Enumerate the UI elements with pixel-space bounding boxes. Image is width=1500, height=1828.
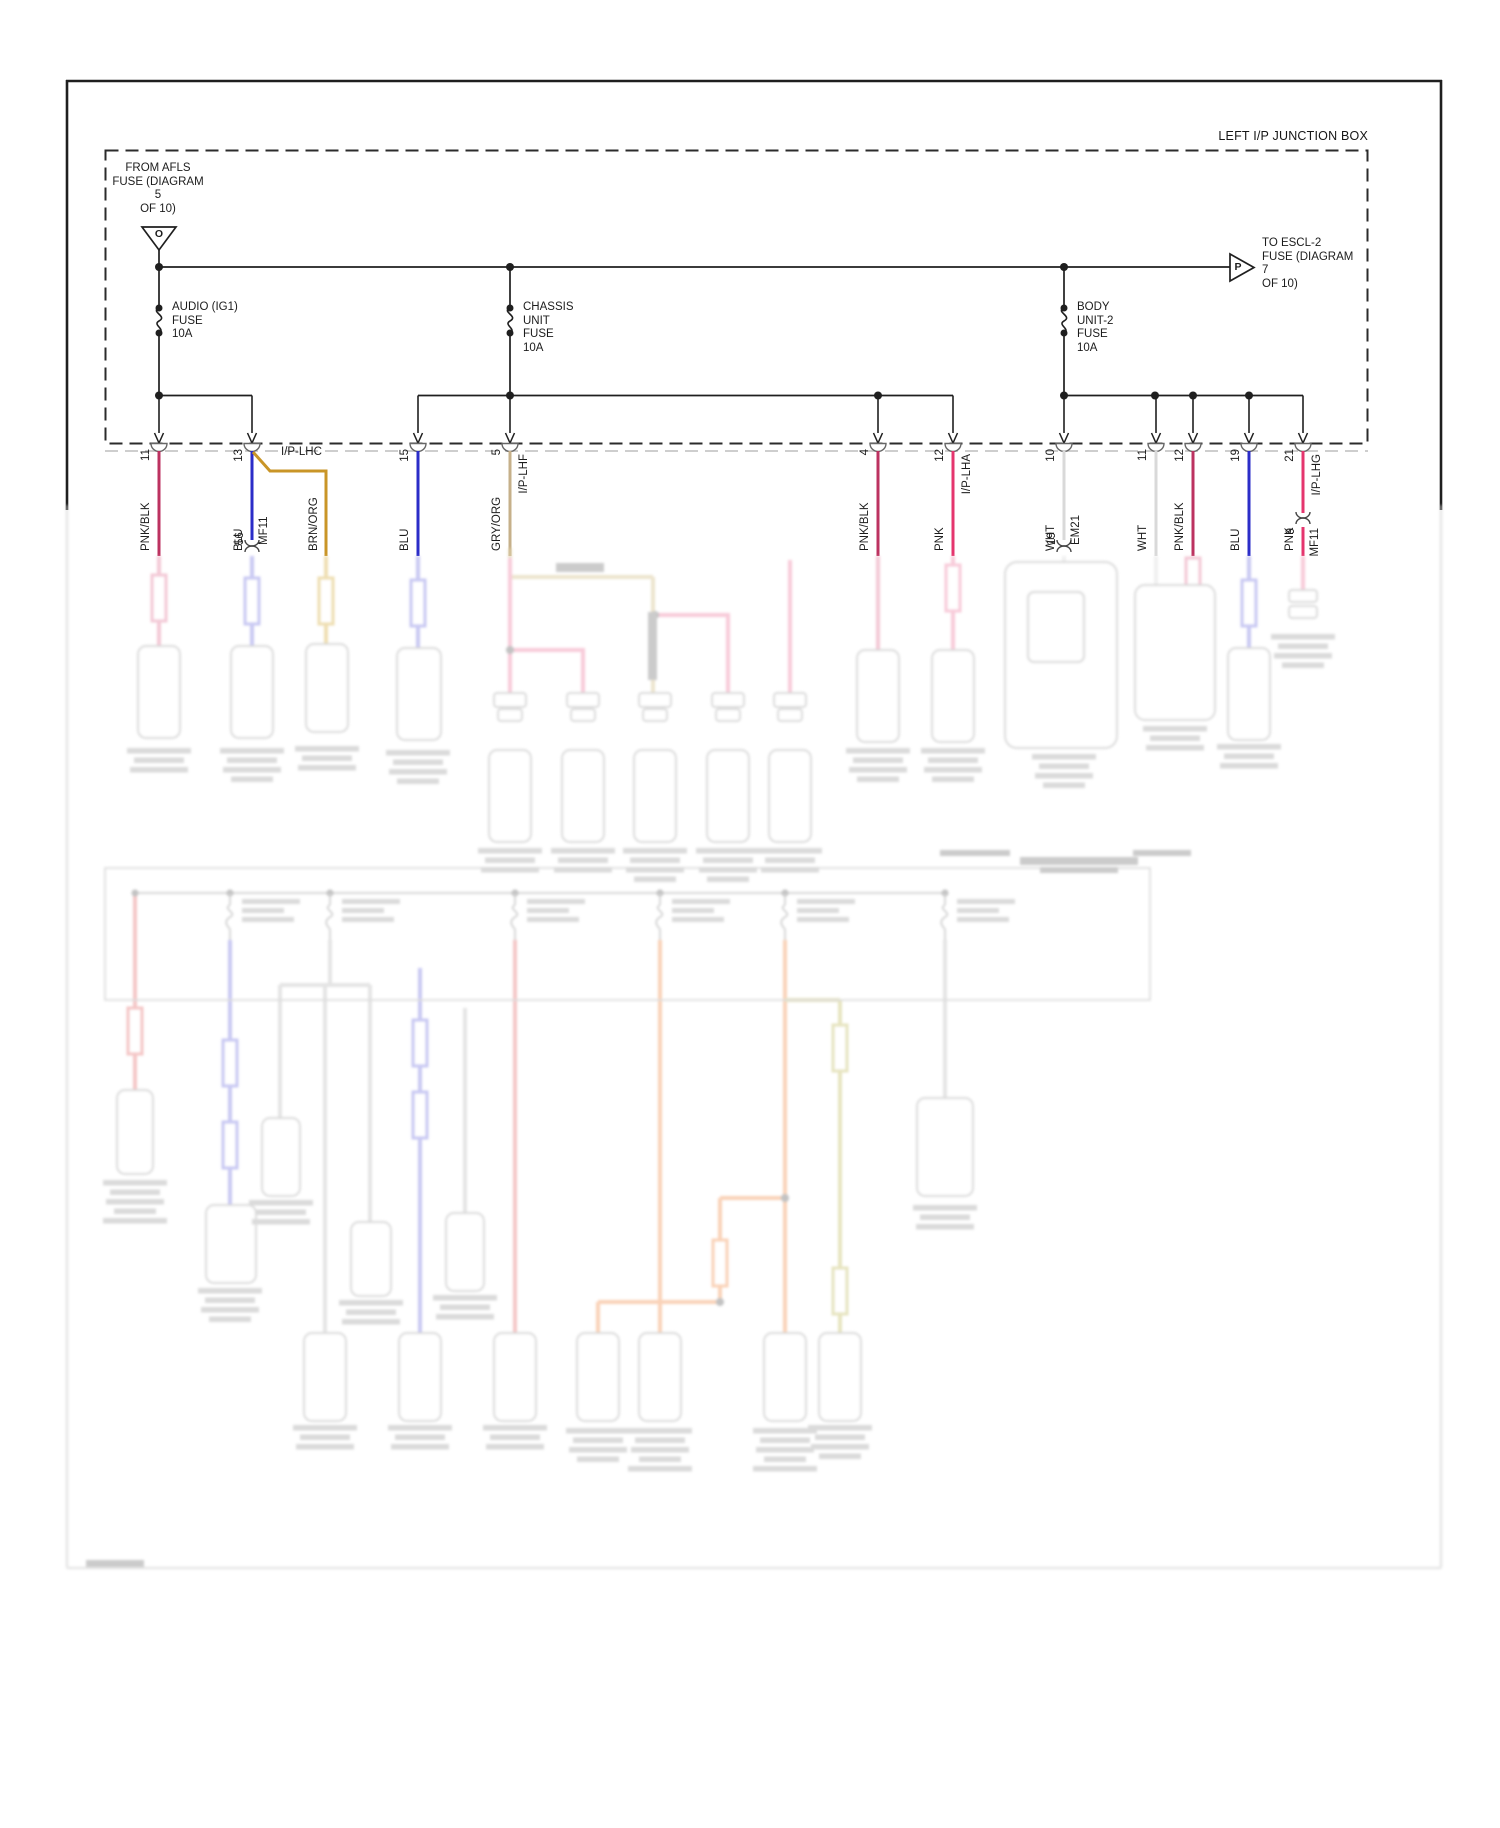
wire-pin-number: 5 bbox=[491, 449, 503, 456]
wire-color-name: BRN/ORG bbox=[308, 497, 320, 551]
wire-pin-number: 12 bbox=[1174, 449, 1186, 462]
wire-label-2: BRN/ORG bbox=[306, 449, 322, 551]
from-afls-label: FROM AFLS FUSE (DIAGRAM 5 OF 10) bbox=[112, 162, 204, 215]
splice-label-right-7: EM21 bbox=[1070, 514, 1082, 545]
wire-pin-number: 21 bbox=[1284, 449, 1296, 462]
fuse-label-1: CHASSIS UNIT FUSE 10A bbox=[523, 301, 574, 354]
wire-color-name: PNK/BLK bbox=[859, 502, 871, 551]
circuit-label-6: I/P-LHA bbox=[961, 454, 973, 495]
circuit-label-2: I/P-LHC bbox=[281, 446, 322, 458]
wire-label-3: BLU 15 bbox=[397, 449, 413, 551]
page-border bbox=[65, 79, 1443, 510]
wire-color-name: GRY/ORG bbox=[491, 496, 503, 551]
splice-label-left-1: 56 bbox=[234, 532, 246, 545]
wire-label-10: BLU 19 bbox=[1228, 449, 1244, 551]
wire-pin-number: 11 bbox=[1137, 449, 1149, 461]
wire-pin-number: 15 bbox=[399, 449, 411, 462]
wire-color-name: WHT bbox=[1137, 524, 1149, 551]
wire-pin-number: 11 bbox=[140, 449, 152, 461]
fuse-symbols bbox=[155, 267, 1068, 396]
splice-label-right-11: MF11 bbox=[1309, 528, 1321, 557]
wire-label-6: PNK 12 bbox=[932, 449, 948, 551]
wire-pin-number: 10 bbox=[1045, 449, 1057, 462]
wire-color-name: BLU bbox=[399, 528, 411, 551]
wire-pin-number: 13 bbox=[233, 449, 245, 462]
splice-label-left-7: 19 bbox=[1046, 532, 1058, 545]
fuse-label-2: BODY UNIT-2 FUSE 10A bbox=[1077, 301, 1114, 354]
to-connector-letter: P bbox=[1234, 261, 1242, 273]
wire-label-5: PNK/BLK 4 bbox=[857, 449, 873, 551]
wire-label-8: WHT 11 bbox=[1135, 449, 1151, 551]
wire-pin-number: 12 bbox=[934, 449, 946, 462]
splice-label-right-1: MF11 bbox=[258, 516, 270, 545]
wire-drops-and-exits bbox=[150, 395, 1312, 453]
wire-label-0: PNK/BLK 11 bbox=[138, 449, 154, 551]
fuse-label-0: AUDIO (IG1) FUSE 10A bbox=[172, 301, 238, 340]
wire-pin-number: 19 bbox=[1230, 449, 1242, 462]
from-connector-letter: O bbox=[154, 228, 164, 240]
from-afls-connector-symbol bbox=[140, 226, 178, 267]
wire-color-name: PNK/BLK bbox=[140, 502, 152, 551]
wire-label-4: GRY/ORG 5 bbox=[489, 449, 505, 551]
to-escl2-label: TO ESCL-2 FUSE (DIAGRAM 7 OF 10) bbox=[1262, 237, 1354, 290]
wire-stubs bbox=[157, 450, 1311, 556]
wire-brn-org bbox=[251, 450, 328, 556]
wire-label-9: PNK/BLK 12 bbox=[1172, 449, 1188, 551]
junction-box-label: LEFT I/P JUNCTION BOX bbox=[1218, 129, 1368, 143]
to-escl2-connector-symbol bbox=[1229, 252, 1256, 283]
splice-label-left-11: 9 bbox=[1285, 528, 1297, 535]
wire-color-name: PNK/BLK bbox=[1174, 502, 1186, 551]
wire-color-name: BLU bbox=[1230, 528, 1242, 551]
wire-color-name: PNK bbox=[934, 527, 946, 551]
circuit-label-4: I/P-LHF bbox=[518, 454, 530, 494]
wire-pin-number: 4 bbox=[859, 449, 871, 456]
